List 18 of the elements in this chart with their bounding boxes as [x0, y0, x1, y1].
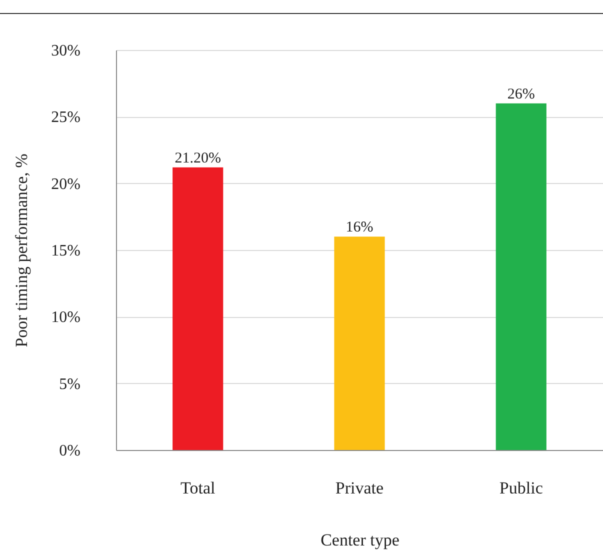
x-tick-label: Public: [499, 478, 544, 498]
x-tick-label: Private: [335, 478, 384, 498]
y-tick-label: 5%: [59, 376, 80, 393]
data-label: 16%: [346, 220, 374, 236]
y-axis-title: Poor timing performance, %: [12, 154, 32, 348]
bar: [334, 236, 385, 450]
bar: [496, 103, 546, 450]
y-tick-label: 0%: [59, 442, 80, 460]
y-tick-label: 25%: [51, 109, 80, 126]
data-label: 26%: [507, 86, 535, 102]
y-tick-label: 15%: [51, 242, 80, 260]
x-tick-label: Total: [180, 478, 216, 498]
bar: [172, 167, 224, 450]
y-tick-label: 10%: [51, 309, 80, 326]
y-tick-label: 20%: [51, 176, 80, 193]
y-tick-label: 30%: [51, 42, 80, 60]
x-axis-title: Center type: [320, 530, 400, 550]
data-label: 21.20%: [174, 150, 221, 166]
